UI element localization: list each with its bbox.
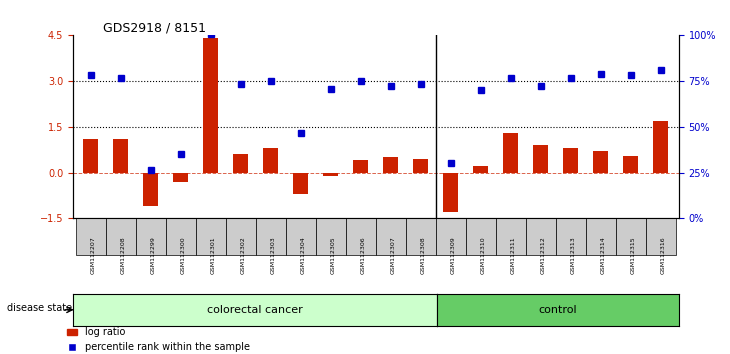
FancyBboxPatch shape bbox=[256, 218, 286, 255]
Text: GSM112305: GSM112305 bbox=[331, 236, 336, 274]
Bar bbox=[113, 139, 128, 172]
FancyBboxPatch shape bbox=[556, 218, 586, 255]
FancyBboxPatch shape bbox=[196, 218, 226, 255]
Bar bbox=[593, 151, 608, 172]
Text: GSM112307: GSM112307 bbox=[391, 236, 396, 274]
FancyBboxPatch shape bbox=[166, 218, 196, 255]
Bar bbox=[504, 133, 518, 172]
FancyBboxPatch shape bbox=[466, 218, 496, 255]
FancyBboxPatch shape bbox=[76, 218, 106, 255]
FancyBboxPatch shape bbox=[526, 218, 556, 255]
Text: GSM112303: GSM112303 bbox=[271, 236, 276, 274]
FancyBboxPatch shape bbox=[616, 218, 646, 255]
Text: control: control bbox=[539, 305, 577, 315]
Text: GSM112310: GSM112310 bbox=[481, 236, 486, 274]
Bar bbox=[474, 166, 488, 172]
Bar bbox=[623, 156, 639, 172]
Text: GSM112306: GSM112306 bbox=[361, 236, 366, 274]
Bar bbox=[413, 159, 429, 172]
FancyBboxPatch shape bbox=[376, 218, 406, 255]
Bar bbox=[564, 148, 578, 172]
Bar bbox=[443, 172, 458, 212]
FancyBboxPatch shape bbox=[106, 218, 136, 255]
Text: GSM112301: GSM112301 bbox=[211, 236, 216, 274]
Text: disease state: disease state bbox=[7, 303, 72, 313]
FancyBboxPatch shape bbox=[406, 218, 436, 255]
Bar bbox=[83, 139, 99, 172]
Text: GSM112208: GSM112208 bbox=[121, 236, 126, 274]
FancyBboxPatch shape bbox=[586, 218, 616, 255]
FancyBboxPatch shape bbox=[226, 218, 256, 255]
Bar bbox=[264, 148, 278, 172]
Text: GDS2918 / 8151: GDS2918 / 8151 bbox=[104, 21, 207, 34]
FancyBboxPatch shape bbox=[436, 218, 466, 255]
Text: GSM112308: GSM112308 bbox=[421, 236, 426, 274]
FancyBboxPatch shape bbox=[316, 218, 346, 255]
Text: GSM112304: GSM112304 bbox=[301, 236, 306, 274]
Text: GSM112309: GSM112309 bbox=[451, 236, 456, 274]
Text: GSM112302: GSM112302 bbox=[241, 236, 246, 274]
Legend: log ratio, percentile rank within the sample: log ratio, percentile rank within the sa… bbox=[64, 324, 253, 354]
Bar bbox=[144, 172, 158, 206]
Bar bbox=[653, 121, 669, 172]
Bar bbox=[534, 145, 548, 172]
Text: GSM112315: GSM112315 bbox=[631, 236, 636, 274]
Bar bbox=[234, 154, 248, 172]
Text: GSM112207: GSM112207 bbox=[91, 236, 96, 274]
FancyBboxPatch shape bbox=[646, 218, 676, 255]
Text: GSM112313: GSM112313 bbox=[571, 236, 576, 274]
Text: GSM112312: GSM112312 bbox=[541, 236, 546, 274]
Text: colorectal cancer: colorectal cancer bbox=[207, 305, 303, 315]
Text: GSM112311: GSM112311 bbox=[511, 236, 516, 274]
Bar bbox=[353, 160, 369, 172]
Bar bbox=[293, 172, 309, 194]
FancyBboxPatch shape bbox=[286, 218, 316, 255]
Text: GSM112316: GSM112316 bbox=[661, 236, 666, 274]
Bar bbox=[323, 172, 339, 176]
Text: GSM112300: GSM112300 bbox=[181, 236, 186, 274]
Text: GSM112314: GSM112314 bbox=[601, 236, 606, 274]
FancyBboxPatch shape bbox=[136, 218, 166, 255]
Bar bbox=[174, 172, 188, 182]
FancyBboxPatch shape bbox=[496, 218, 526, 255]
Text: GSM112299: GSM112299 bbox=[151, 236, 156, 274]
Bar bbox=[383, 157, 399, 172]
Bar bbox=[204, 39, 218, 172]
FancyBboxPatch shape bbox=[346, 218, 376, 255]
